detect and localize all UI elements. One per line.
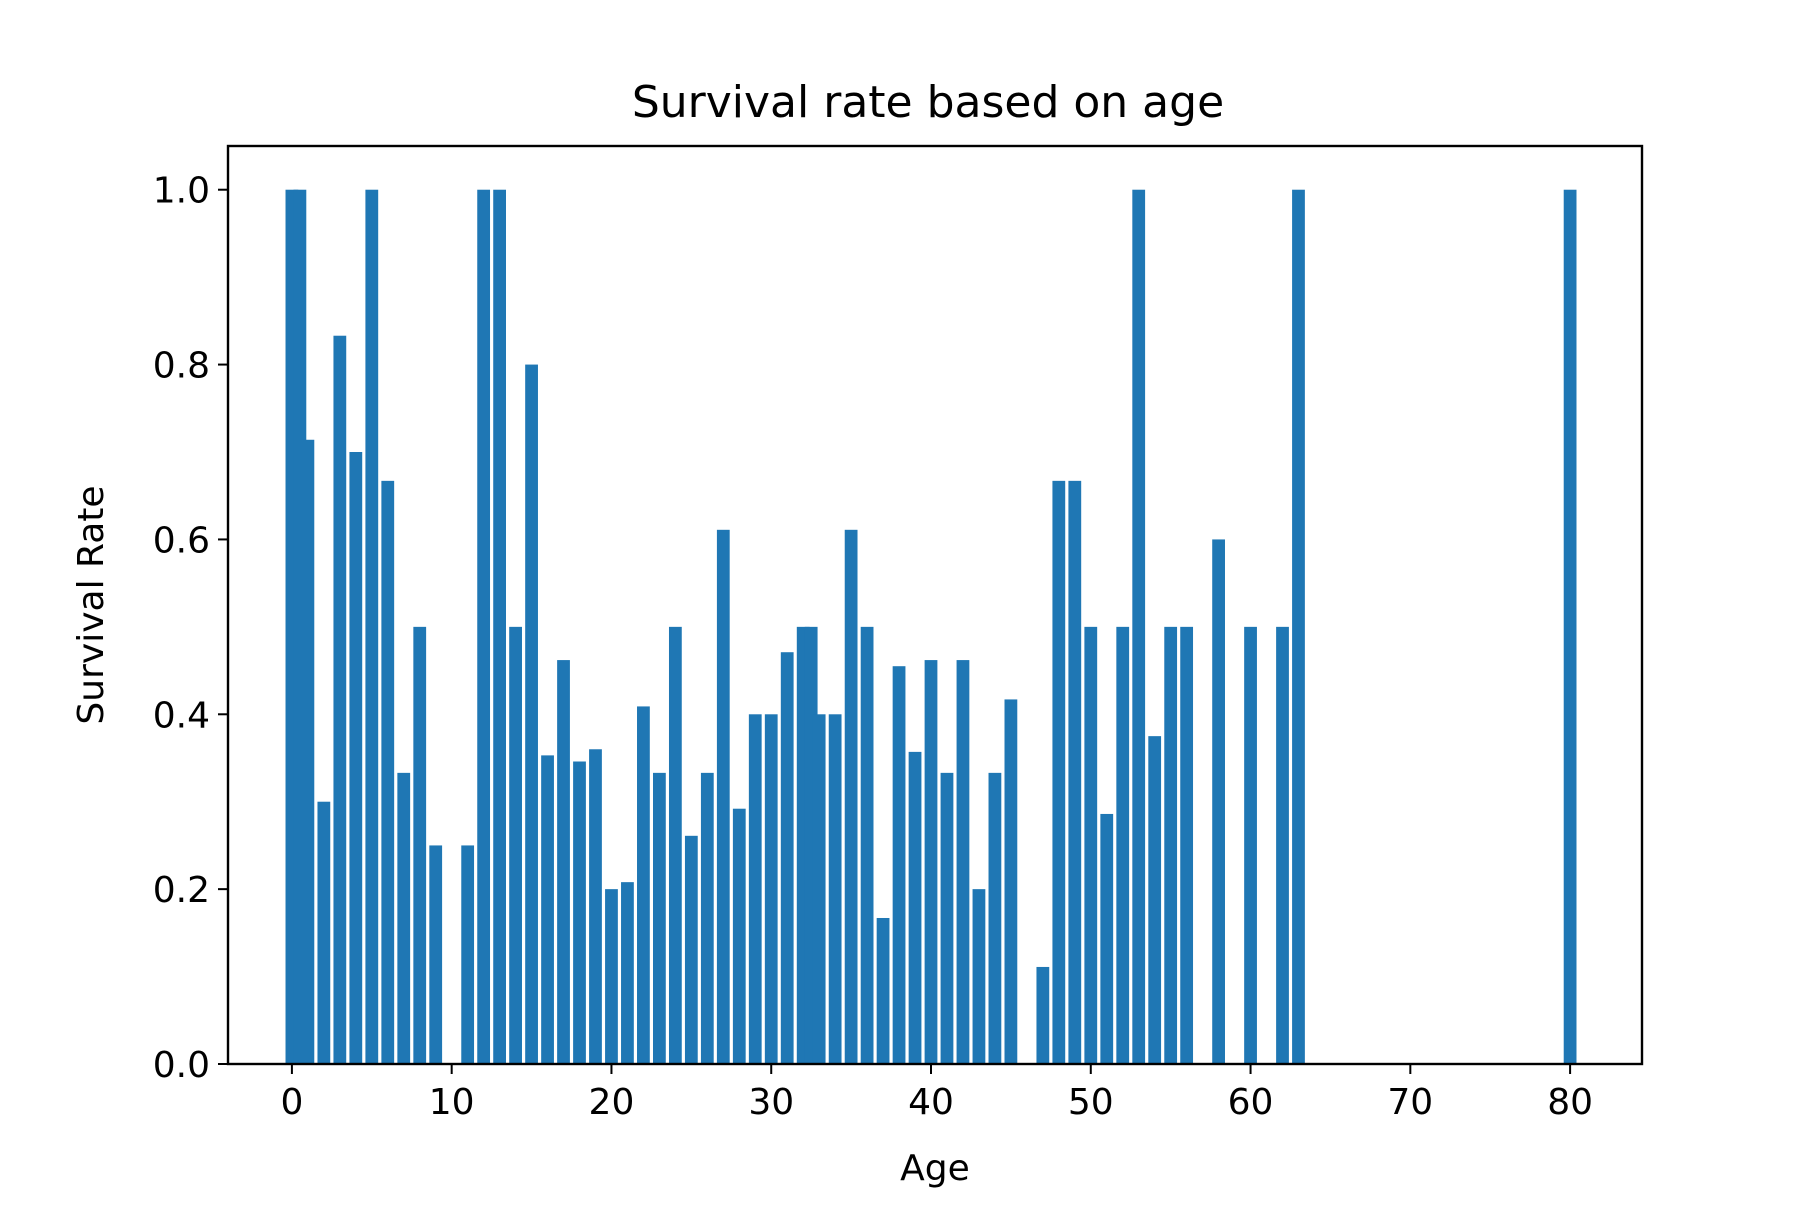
bar <box>541 755 554 1064</box>
x-tick-label: 30 <box>748 1082 794 1123</box>
bar <box>509 626 522 1064</box>
y-axis-ticks: 0.0 0.2 0.4 0.6 0.8 1.0 <box>153 171 228 1086</box>
bar <box>1036 966 1050 1064</box>
bar <box>860 626 874 1064</box>
y-tick-label: 0.8 <box>153 346 210 387</box>
y-tick-label: 1.0 <box>153 171 210 212</box>
x-tick-label: 50 <box>1068 1082 1114 1123</box>
y-tick-label: 0.0 <box>153 1045 210 1086</box>
x-axis-ticks: 0 10 20 30 40 50 60 70 80 <box>280 1064 1593 1123</box>
bar <box>892 666 906 1064</box>
bar <box>621 882 634 1064</box>
bar <box>700 772 714 1064</box>
bars-layer <box>285 189 1577 1065</box>
x-tick-label: 40 <box>908 1082 954 1123</box>
bar <box>972 889 986 1064</box>
plot-frame <box>226 144 1644 1066</box>
bar <box>365 189 379 1064</box>
bar <box>573 761 586 1064</box>
bar <box>764 714 778 1064</box>
y-axis-label: Survival Rate <box>71 485 112 724</box>
bar <box>637 706 650 1064</box>
bar <box>1148 736 1162 1064</box>
bar <box>812 714 826 1064</box>
bar <box>1180 626 1194 1064</box>
bar <box>1084 626 1098 1064</box>
bar <box>956 660 970 1064</box>
bar <box>1164 626 1178 1064</box>
bar <box>844 529 858 1064</box>
bar <box>1116 626 1130 1064</box>
bar <box>684 835 698 1064</box>
bar <box>908 751 922 1064</box>
bar <box>653 772 666 1064</box>
x-tick-label: 0 <box>280 1082 303 1123</box>
bar <box>1244 626 1257 1064</box>
bar <box>1132 189 1146 1064</box>
bar <box>301 439 315 1064</box>
bar <box>940 772 954 1064</box>
bar <box>876 917 890 1064</box>
y-tick-label: 0.2 <box>153 870 210 911</box>
bar <box>397 772 411 1064</box>
bar <box>1292 189 1305 1064</box>
bar <box>333 335 347 1065</box>
bar <box>1100 813 1114 1064</box>
bar <box>1563 189 1577 1064</box>
bar <box>493 189 506 1064</box>
x-tick-label: 60 <box>1228 1082 1274 1123</box>
bar <box>605 889 618 1064</box>
bar <box>924 660 938 1064</box>
x-tick-label: 20 <box>589 1082 635 1123</box>
y-tick-label: 0.6 <box>153 520 210 561</box>
bar <box>1212 539 1225 1064</box>
bar <box>828 714 842 1064</box>
y-tick-label: 0.4 <box>153 695 210 736</box>
bar <box>1052 480 1066 1065</box>
bar <box>780 652 794 1064</box>
bar <box>525 364 538 1064</box>
bar <box>349 452 363 1064</box>
bar <box>716 529 730 1064</box>
bar <box>1276 626 1289 1064</box>
x-axis-label: Age <box>900 1148 970 1189</box>
bar <box>668 626 682 1064</box>
bar <box>381 480 395 1065</box>
bar <box>557 660 570 1064</box>
bar <box>1004 699 1018 1064</box>
bar <box>461 845 475 1064</box>
bar <box>748 714 762 1064</box>
bar <box>988 772 1002 1064</box>
bar <box>589 749 602 1064</box>
chart-title: Survival rate based on age <box>632 77 1224 128</box>
bar <box>732 808 746 1064</box>
bar <box>477 189 491 1064</box>
bar <box>317 801 331 1064</box>
x-tick-label: 10 <box>429 1082 475 1123</box>
bar <box>429 845 443 1064</box>
bar <box>413 626 427 1064</box>
x-tick-label: 80 <box>1547 1082 1593 1123</box>
bar <box>1068 480 1082 1065</box>
x-tick-label: 70 <box>1387 1082 1433 1123</box>
